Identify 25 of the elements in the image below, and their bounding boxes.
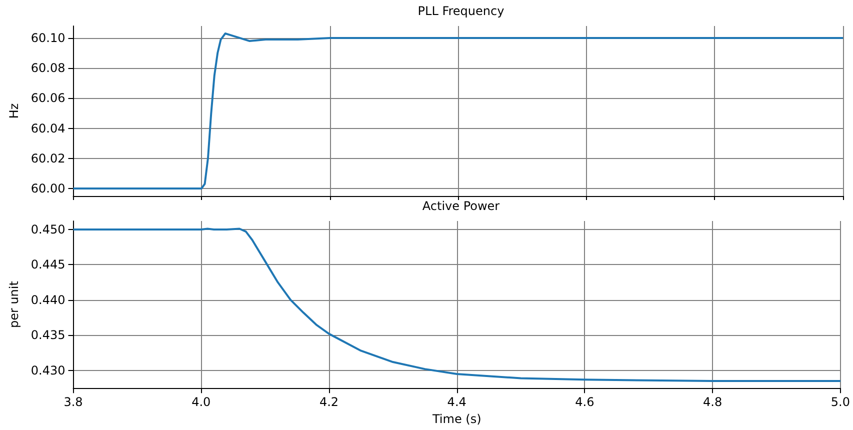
x-tick-label: 4.8 — [703, 395, 722, 410]
line-series — [72, 32, 844, 190]
y-tick-label: 0.435 — [30, 328, 66, 342]
y-tick-label: 60.04 — [30, 121, 66, 136]
x-tick-label: 5.0 — [830, 395, 850, 410]
x-tick-label: 4.2 — [319, 395, 339, 410]
y-axis-title: Hz — [7, 103, 21, 119]
x-tick-label: 4.4 — [447, 395, 466, 410]
y-tick-label: 0.430 — [30, 363, 66, 378]
y-tick-label: 60.08 — [30, 61, 66, 76]
y-tick-label: 0.445 — [30, 258, 66, 272]
x-tick-label: 3.8 — [64, 395, 83, 410]
y-tick-label: 60.00 — [30, 181, 66, 196]
y-tick-label: 0.450 — [30, 222, 66, 236]
y-tick-label: 0.440 — [30, 292, 66, 307]
chart-title: PLL Frequency — [418, 4, 504, 18]
line-series — [72, 228, 842, 382]
chart-title: Active Power — [422, 199, 500, 213]
x-tick-label: 4.0 — [192, 395, 211, 410]
x-tick-label: 4.6 — [575, 395, 594, 410]
y-tick-label: 60.02 — [30, 151, 66, 166]
y-tick-label: 60.10 — [30, 31, 66, 46]
y-tick-label: 60.06 — [30, 91, 66, 106]
y-axis-title: per unit — [7, 280, 21, 328]
x-axis-title: Time (s) — [431, 412, 482, 426]
